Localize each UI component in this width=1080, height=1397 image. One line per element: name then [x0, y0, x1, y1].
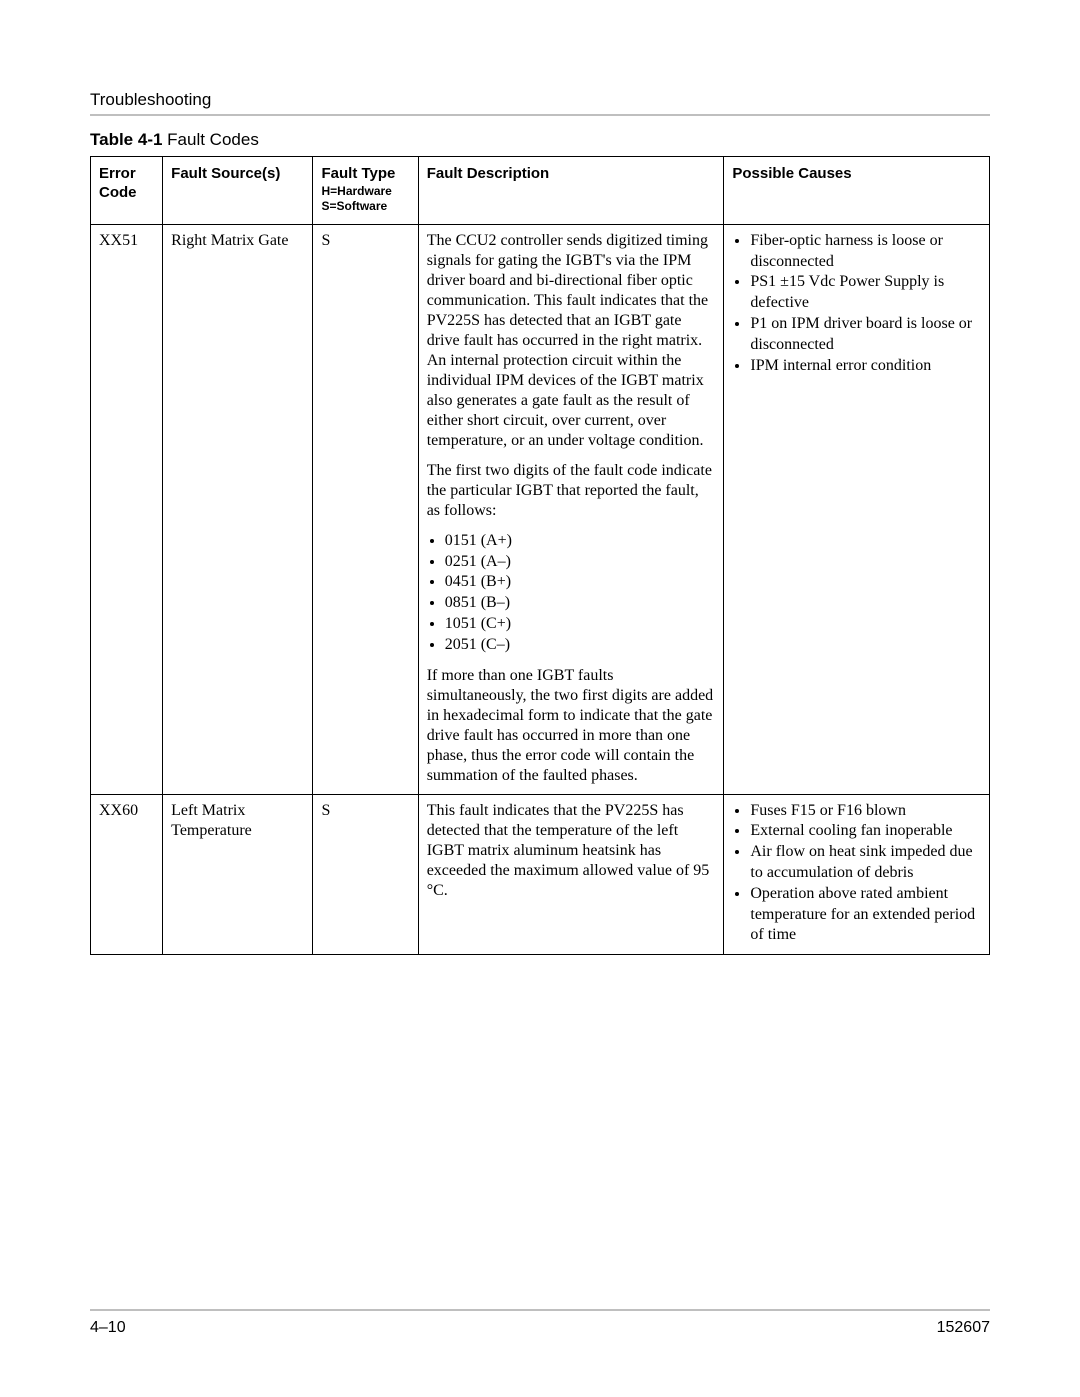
section-header: Troubleshooting: [90, 90, 990, 110]
cell-possible-causes: Fuses F15 or F16 blown External cooling …: [724, 794, 990, 955]
cell-fault-source: Left Matrix Temperature: [163, 794, 313, 955]
fault-codes-table: Error Code Fault Source(s) Fault Type H=…: [90, 156, 990, 955]
cell-fault-type: S: [313, 794, 418, 955]
list-item: P1 on IPM driver board is loose or disco…: [750, 314, 981, 356]
list-item: Fiber-optic harness is loose or disconne…: [750, 231, 981, 273]
document-number: 152607: [937, 1319, 990, 1337]
table-row: XX60 Left Matrix Temperature S This faul…: [91, 794, 990, 955]
table-title-number: Table 4-1: [90, 130, 162, 149]
list-item: External cooling fan inoperable: [750, 821, 981, 842]
col-header-possible-causes: Possible Causes: [724, 157, 990, 225]
cell-fault-type: S: [313, 224, 418, 794]
desc-paragraph: The first two digits of the fault code i…: [427, 461, 716, 521]
table-header-row: Error Code Fault Source(s) Fault Type H=…: [91, 157, 990, 225]
list-item: Operation above rated ambient temperatur…: [750, 884, 981, 946]
list-item: 0451 (B+): [445, 572, 716, 593]
cell-error-code: XX51: [91, 224, 163, 794]
desc-list: 0151 (A+) 0251 (A–) 0451 (B+) 0851 (B–) …: [427, 531, 716, 656]
table-title-text: Fault Codes: [162, 130, 258, 149]
cell-error-code: XX60: [91, 794, 163, 955]
table-title: Table 4-1 Fault Codes: [90, 130, 990, 150]
footer-row: 4–10 152607: [90, 1319, 990, 1337]
list-item: 2051 (C–): [445, 635, 716, 656]
cell-fault-source: Right Matrix Gate: [163, 224, 313, 794]
page-number: 4–10: [90, 1319, 126, 1337]
list-item: 0251 (A–): [445, 552, 716, 573]
list-item: 0851 (B–): [445, 593, 716, 614]
header-rule: [90, 114, 990, 116]
cell-fault-description: The CCU2 controller sends digitized timi…: [418, 224, 724, 794]
list-item: IPM internal error condition: [750, 356, 981, 377]
desc-paragraph: If more than one IGBT faults simultaneou…: [427, 666, 716, 786]
desc-paragraph: This fault indicates that the PV225S has…: [427, 801, 716, 901]
col-header-error-code: Error Code: [91, 157, 163, 225]
col-header-fault-type: Fault Type H=Hardware S=Software: [313, 157, 418, 225]
col-header-fault-type-main: Fault Type: [321, 165, 395, 182]
page-container: Troubleshooting Table 4-1 Fault Codes Er…: [0, 0, 1080, 1397]
causes-list: Fiber-optic harness is loose or disconne…: [732, 231, 981, 377]
table-row: XX51 Right Matrix Gate S The CCU2 contro…: [91, 224, 990, 794]
col-header-fault-sources: Fault Source(s): [163, 157, 313, 225]
page-footer: 4–10 152607: [90, 1309, 990, 1337]
col-header-fault-type-sub2: S=Software: [321, 199, 409, 214]
col-header-fault-type-sub1: H=Hardware: [321, 184, 409, 199]
causes-list: Fuses F15 or F16 blown External cooling …: [732, 801, 981, 947]
list-item: Air flow on heat sink impeded due to acc…: [750, 842, 981, 884]
list-item: 1051 (C+): [445, 614, 716, 635]
list-item: 0151 (A+): [445, 531, 716, 552]
col-header-fault-description: Fault Description: [418, 157, 724, 225]
list-item: PS1 ±15 Vdc Power Supply is defective: [750, 272, 981, 314]
list-item: Fuses F15 or F16 blown: [750, 801, 981, 822]
cell-possible-causes: Fiber-optic harness is loose or disconne…: [724, 224, 990, 794]
cell-fault-description: This fault indicates that the PV225S has…: [418, 794, 724, 955]
footer-rule: [90, 1309, 990, 1311]
desc-paragraph: The CCU2 controller sends digitized timi…: [427, 231, 716, 451]
